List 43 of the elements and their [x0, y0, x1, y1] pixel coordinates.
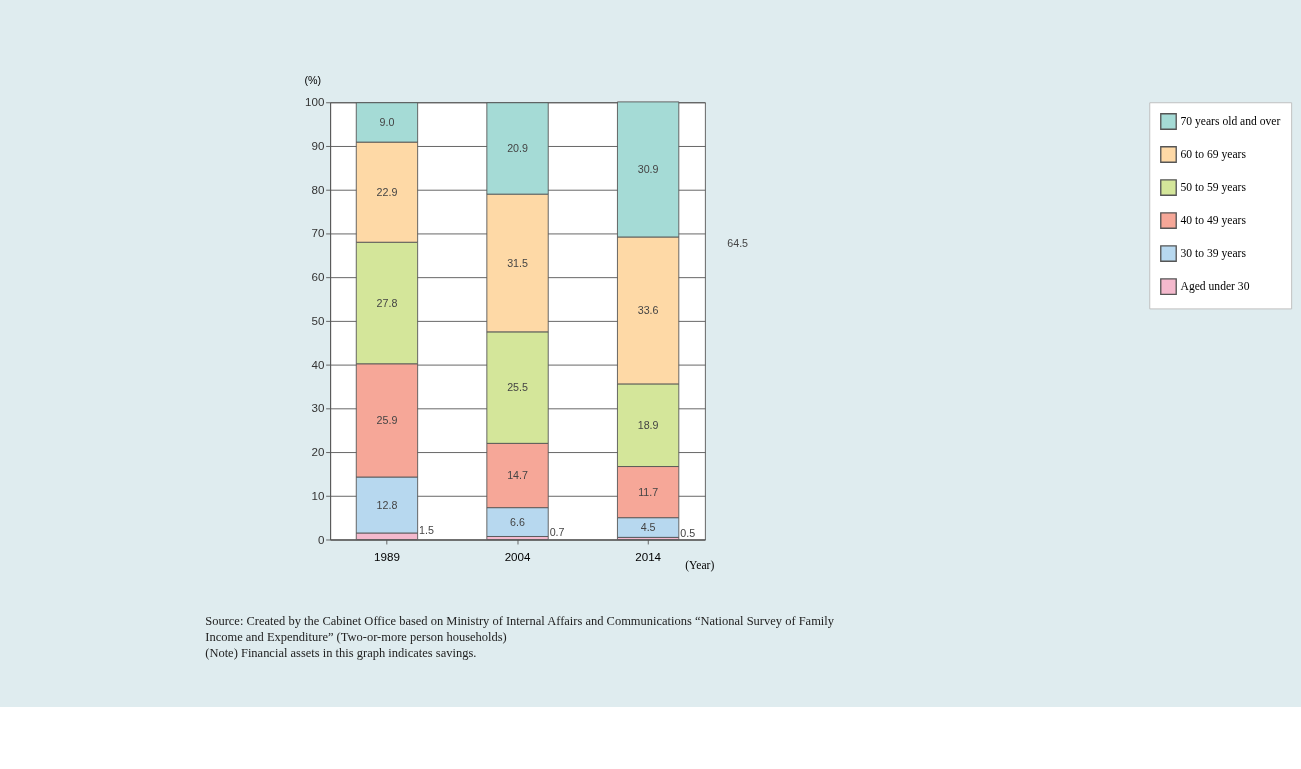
y-tick-label: 20: [311, 445, 325, 459]
text: 64.5: [727, 236, 749, 249]
data-label: 4.5: [640, 521, 656, 534]
legend-label: 30 to 39 years: [1180, 247, 1247, 261]
legend-label: 70 years old and over: [1180, 115, 1281, 129]
data-label: 30.9: [637, 163, 659, 175]
source-note: Source: Created by the Cabinet Office based on Ministry of Internal Affairs and Communications “National Survey of Family Income and Expenditure” (Two-or-more person households): [205, 614, 835, 645]
data-label: 27.8: [376, 296, 398, 309]
data-label: 11.7: [638, 485, 659, 498]
y-tick-label: 90: [311, 139, 325, 153]
data-label: 12.8: [376, 498, 398, 511]
y-tick-label: 30: [311, 401, 325, 415]
data-label: 6.6: [510, 515, 526, 528]
data-label: 0.5: [680, 526, 696, 539]
data-label: 0.7: [549, 526, 565, 539]
data-label: 14.7: [507, 469, 528, 482]
x-tick-label: 1989: [374, 549, 400, 563]
y-tick-label: 60: [311, 270, 325, 284]
data-label: 20.9: [507, 142, 528, 155]
data-label: 31.5: [507, 256, 528, 269]
legend-label: 50 to 59 years: [1180, 181, 1247, 195]
x-axis-title: (Year): [685, 558, 715, 572]
data-label: 9.0: [379, 115, 395, 128]
data-label: 25.9: [376, 413, 398, 426]
y-tick-label: 70: [311, 226, 325, 240]
text: (Note) Financial assets in this graph indicates savings.: [205, 646, 477, 661]
data-label: 22.9: [376, 185, 398, 198]
y-tick-label: 10: [311, 488, 325, 502]
legend-label: Aged under 30: [1180, 280, 1250, 294]
legend-label: 40 to 49 years: [1180, 214, 1247, 228]
legend-label: 60 to 69 years: [1180, 148, 1247, 162]
y-axis-title: (%): [304, 74, 322, 87]
y-tick-label: 0: [317, 532, 325, 546]
data-label: 1.5: [419, 524, 434, 537]
x-tick-label: 2004: [504, 549, 531, 563]
data-label: 18.9: [637, 418, 659, 431]
y-tick-label: 40: [311, 357, 325, 371]
data-label: 33.6: [637, 304, 659, 317]
y-tick-label: 80: [311, 182, 325, 196]
y-tick-label: 100: [305, 95, 325, 109]
x-tick-label: 2014: [635, 549, 662, 563]
data-label: 25.5: [507, 381, 528, 394]
y-tick-label: 50: [311, 313, 325, 327]
